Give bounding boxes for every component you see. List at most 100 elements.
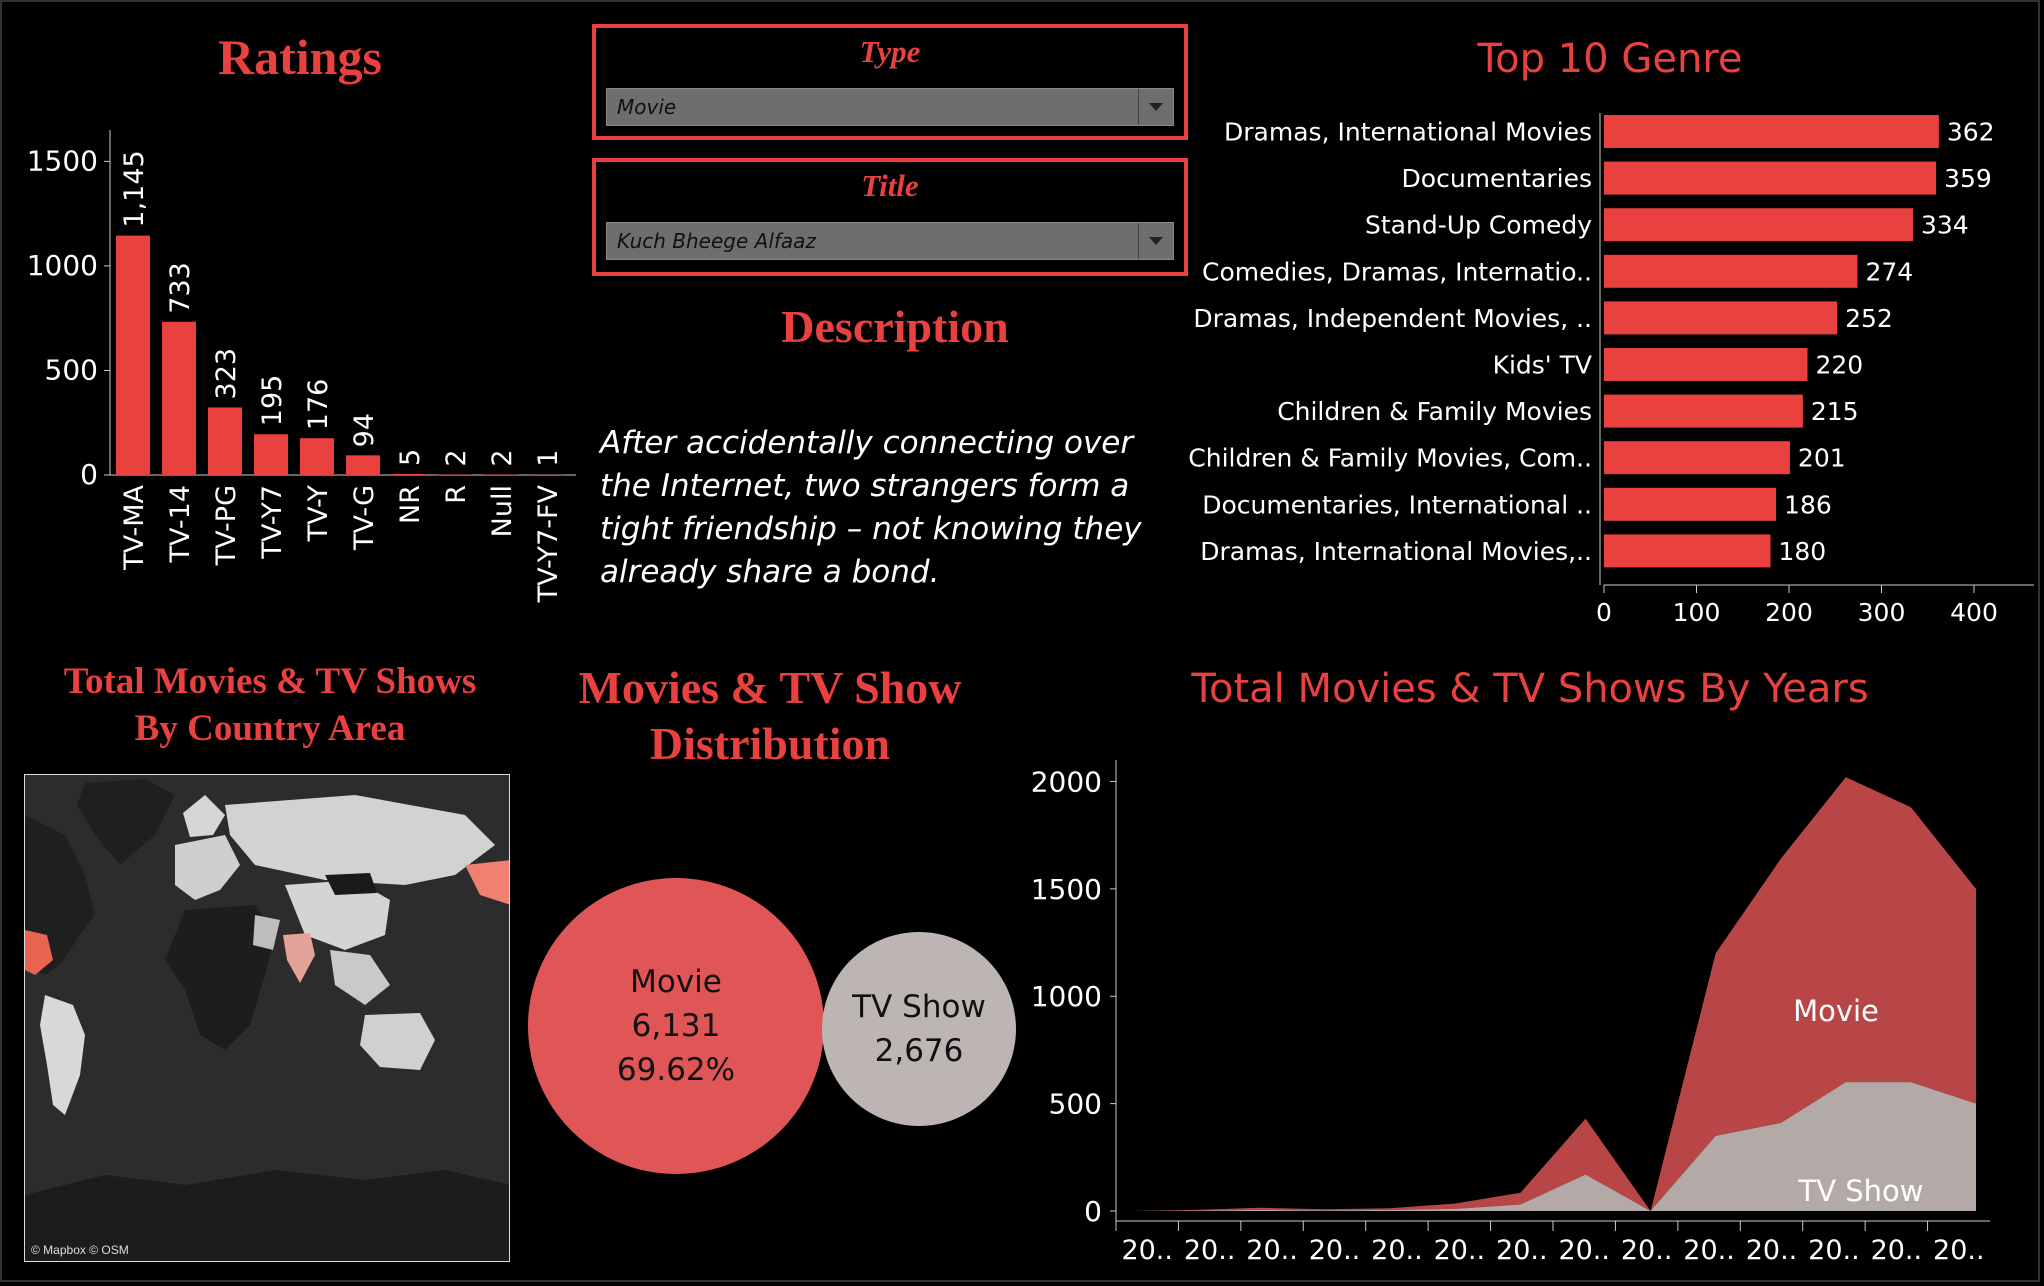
genre-bar-value: 180 — [1779, 537, 1827, 566]
years-x-tick-label: 20.. — [1371, 1235, 1423, 1266]
ratings-bar — [346, 455, 380, 475]
years-x-tick-label: 20.. — [1184, 1235, 1236, 1266]
distribution-title: Movies & TV Show Distribution — [540, 660, 1000, 772]
genre-category-label: Children & Family Movies — [1277, 397, 1592, 426]
years-y-tick-label: 1500 — [1031, 873, 1102, 906]
movie-bubble[interactable]: Movie 6,131 69.62% — [528, 878, 824, 1174]
chevron-down-icon[interactable] — [1138, 223, 1173, 259]
ratings-bar-value: 2 — [487, 449, 518, 466]
genre-bar — [1604, 254, 1858, 288]
ratings-y-tick-label: 1000 — [27, 249, 98, 282]
ratings-x-label: TV-Y7-FV — [533, 484, 564, 603]
years-x-tick-label: 20.. — [1871, 1235, 1923, 1266]
years-x-tick-label: 20.. — [1121, 1235, 1173, 1266]
tvshow-bubble-count: 2,676 — [874, 1033, 964, 1069]
ratings-bar-value: 1 — [533, 450, 564, 467]
genre-bar — [1604, 208, 1913, 242]
years-x-tick-label: 20.. — [1434, 1235, 1486, 1266]
description-text: After accidentally connecting over the I… — [600, 425, 1142, 590]
genre-x-tick-label: 100 — [1673, 598, 1721, 627]
genre-bar-value: 359 — [1944, 164, 1992, 193]
years-y-tick-label: 0 — [1084, 1195, 1102, 1228]
years-y-tick-label: 2000 — [1031, 765, 1102, 798]
map-title: Total Movies & TV Shows By Country Area — [20, 658, 520, 752]
ratings-bar-value: 2 — [441, 449, 472, 466]
ratings-x-label: TV-G — [349, 485, 380, 551]
type-dropdown[interactable]: Movie — [606, 88, 1174, 126]
years-x-tick-label: 20.. — [1808, 1235, 1860, 1266]
ratings-bar-value: 5 — [395, 449, 426, 466]
genre-bar — [1604, 301, 1838, 335]
years-x-tick-label: 20.. — [1309, 1235, 1361, 1266]
ratings-x-label: TV-PG — [211, 485, 242, 566]
genre-bar — [1604, 487, 1777, 521]
years-title: Total Movies & TV Shows By Years — [1191, 666, 1869, 712]
title-dropdown-value: Kuch Bheege Alfaaz — [617, 229, 816, 253]
type-dropdown-value: Movie — [617, 95, 677, 119]
genre-category-label: Dramas, International Movies,.. — [1200, 537, 1592, 566]
ratings-bar-value: 195 — [257, 375, 288, 427]
genre-category-label: Comedies, Dramas, Internatio.. — [1202, 257, 1592, 286]
distribution-title-line1: Movies & TV Show — [578, 662, 962, 713]
genre-bar — [1604, 394, 1803, 428]
years-tvshow-area — [1130, 1082, 1976, 1211]
ratings-bar-value: 323 — [211, 348, 242, 400]
genre-x-tick-label: 200 — [1765, 598, 1813, 627]
type-filter-label: Type — [859, 34, 921, 69]
years-x-tick-label: 20.. — [1746, 1235, 1798, 1266]
ratings-x-label: TV-Y7 — [257, 485, 288, 560]
genre-bar — [1604, 441, 1790, 475]
ratings-bar — [208, 407, 242, 475]
genre-x-tick-label: 400 — [1950, 598, 1998, 627]
genre-category-label: Children & Family Movies, Com.. — [1188, 444, 1592, 473]
years-y-tick-label: 1000 — [1031, 980, 1102, 1013]
genre-bar-value: 252 — [1845, 304, 1893, 333]
map-title-line1: Total Movies & TV Shows — [63, 661, 477, 702]
ratings-x-label: TV-14 — [165, 485, 196, 563]
ratings-bar — [162, 321, 196, 475]
map-credit: © Mapbox © OSM — [31, 1243, 129, 1257]
genre-category-label: Kids' TV — [1493, 351, 1592, 380]
genre-bar — [1604, 534, 1771, 568]
years-series-label-movie: Movie — [1793, 994, 1879, 1028]
ratings-bar-value: 94 — [349, 413, 380, 447]
ratings-bar-value: 1,145 — [119, 150, 150, 227]
genre-bar-value: 274 — [1865, 257, 1913, 286]
ratings-title: Ratings — [218, 29, 382, 85]
world-map-canvas — [25, 775, 509, 1261]
genre-bar — [1604, 161, 1937, 195]
years-movie-area — [1130, 777, 1976, 1211]
distribution-title-line2: Distribution — [649, 718, 891, 769]
ratings-bar-value: 176 — [303, 379, 334, 431]
ratings-x-label: Null — [487, 485, 518, 537]
genre-bar-chart: Dramas, International Movies 362 Documenta… — [1188, 113, 2034, 627]
ratings-bar — [392, 473, 426, 475]
years-series-label-tvshow: TV Show — [1797, 1174, 1923, 1208]
years-x-tick-label: 20.. — [1683, 1235, 1735, 1266]
world-map[interactable]: © Mapbox © OSM — [24, 774, 510, 1262]
genre-category-label: Documentaries, International .. — [1202, 490, 1592, 519]
genre-x-tick-label: 0 — [1596, 598, 1612, 627]
genre-bar-value: 334 — [1921, 211, 1969, 240]
tvshow-bubble-label: TV Show — [852, 989, 986, 1025]
ratings-x-label: R — [441, 485, 472, 504]
chevron-down-icon[interactable] — [1138, 89, 1173, 125]
tvshow-bubble[interactable]: TV Show 2,676 — [822, 932, 1016, 1126]
ratings-x-label: TV-Y — [303, 485, 334, 543]
years-x-tick-label: 20.. — [1496, 1235, 1548, 1266]
ratings-bar — [300, 438, 334, 475]
ratings-bar — [116, 235, 150, 475]
ratings-x-label: NR — [395, 485, 426, 524]
genre-bar — [1604, 115, 1939, 148]
ratings-x-label: TV-MA — [119, 484, 150, 570]
ratings-bar-value: 733 — [165, 262, 196, 314]
years-area-chart: 0 500 1000 1500 2000 Movie TV Show 20.. 20.. 20..… — [1031, 760, 1990, 1266]
genre-category-label: Dramas, Independent Movies, .. — [1193, 304, 1592, 333]
map-title-line2: By Country Area — [134, 708, 406, 749]
genre-x-tick-label: 300 — [1858, 598, 1906, 627]
years-y-tick-label: 500 — [1049, 1088, 1102, 1121]
years-x-tick-label: 20.. — [1558, 1235, 1610, 1266]
genre-bar-value: 201 — [1798, 444, 1846, 473]
title-filter: Title Kuch Bheege Alfaaz — [592, 158, 1188, 276]
title-dropdown[interactable]: Kuch Bheege Alfaaz — [606, 222, 1174, 260]
